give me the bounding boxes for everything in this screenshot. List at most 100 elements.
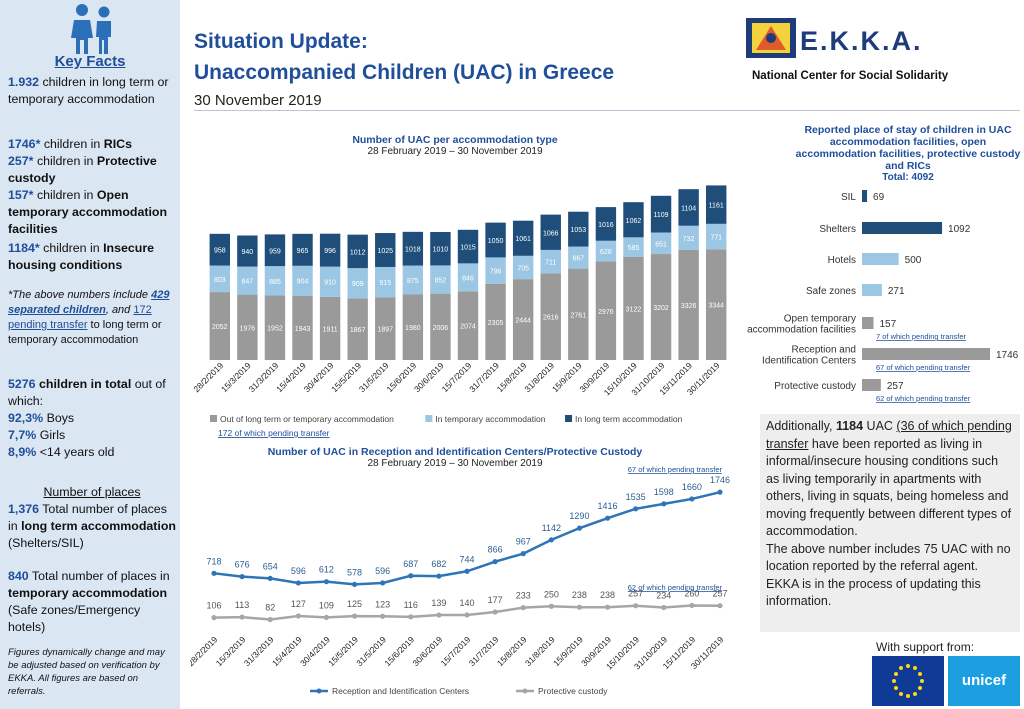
legend-label: In temporary accommodation xyxy=(435,414,545,424)
bar-temporary xyxy=(292,265,313,296)
point-value-label: 967 xyxy=(516,537,531,547)
point-value-label: 718 xyxy=(206,556,221,566)
bar-value-label: 1161 xyxy=(709,203,724,210)
point-value-label: 233 xyxy=(516,591,531,601)
line-point xyxy=(520,605,526,611)
bar-value-label: 705 xyxy=(517,265,529,272)
bar-value-label: 1012 xyxy=(350,249,366,256)
chart2-title: Reported place of stay of children in UA… xyxy=(795,124,1021,172)
point-value-label: 238 xyxy=(600,590,615,600)
bar-value-label: 1746 xyxy=(996,350,1019,361)
bar-temporary xyxy=(209,265,230,293)
point-value-label: 866 xyxy=(488,545,503,555)
line-point xyxy=(576,525,583,531)
bar-value-label: 915 xyxy=(379,280,391,287)
bar-long-term xyxy=(375,233,396,267)
bar-temporary xyxy=(595,240,617,262)
bar-value-label: 846 xyxy=(462,275,474,282)
bar-protective-custody xyxy=(862,379,881,391)
bar-value-label: 628 xyxy=(600,249,612,256)
bar-value-label: 1015 xyxy=(460,245,476,252)
line-point xyxy=(604,604,611,610)
fact-rics: 1746* children in RICs xyxy=(8,137,132,151)
point-value-label: 260 xyxy=(684,588,699,598)
bar-long-term xyxy=(595,207,617,241)
line-point xyxy=(239,614,245,620)
legend-swatch xyxy=(565,415,573,422)
bar-out-of-accommodation xyxy=(457,291,479,360)
legend-swatch xyxy=(425,415,433,422)
bar-temporary xyxy=(430,265,451,294)
bar-value-label: 1053 xyxy=(571,227,587,234)
bar-value-label: 1943 xyxy=(295,326,311,333)
point-value-label: 140 xyxy=(459,598,474,608)
bar-temporary xyxy=(264,266,286,296)
bar-value-label: 3326 xyxy=(681,303,697,310)
line-point xyxy=(267,616,273,623)
bar-value-label: 2444 xyxy=(515,318,531,325)
bar-temporary xyxy=(319,266,341,297)
bar-value-label: 909 xyxy=(352,281,364,288)
bar-value-label: 1062 xyxy=(626,218,642,225)
bar-value-label: 1976 xyxy=(240,325,256,332)
bar-long-term xyxy=(292,233,313,266)
line-point xyxy=(548,603,554,609)
point-value-label: 1142 xyxy=(542,523,561,533)
bar-long-term xyxy=(264,234,286,267)
bar-long-term xyxy=(485,222,506,258)
point-value-label: 250 xyxy=(544,589,559,599)
legend-label: Reception and Identification Centers xyxy=(332,686,469,696)
bar-long-term xyxy=(650,195,672,233)
bar-value-label: 875 xyxy=(407,278,419,285)
bar-value-label: 711 xyxy=(545,260,556,267)
bar-value-label: 3122 xyxy=(626,306,642,313)
point-value-label: 1290 xyxy=(569,511,589,521)
line-point xyxy=(436,612,442,618)
page-title-line2: Unaccompanied Children (UAC) in Greece xyxy=(194,61,615,84)
bar-long-term xyxy=(678,189,699,226)
point-value-label: 578 xyxy=(347,567,362,577)
report-date: 30 November 2019 xyxy=(194,92,322,109)
line-point xyxy=(436,573,442,579)
pending-transfer-annotation: 67 of which pending transfer xyxy=(876,363,971,372)
legend-label: Protective custody xyxy=(538,686,608,696)
bar-value-label: 2616 xyxy=(543,315,559,322)
bar-value-label: 796 xyxy=(490,269,502,276)
point-value-label: 612 xyxy=(319,565,334,575)
bar-out-of-accommodation xyxy=(430,293,451,360)
bar-value-label: 1018 xyxy=(405,247,421,254)
line-point xyxy=(604,515,611,521)
line-point xyxy=(576,604,583,610)
bar-value-label: 996 xyxy=(324,248,336,255)
line-point xyxy=(351,581,358,587)
line-point xyxy=(267,575,273,581)
chart1-title: Number of UAC per accommodation type xyxy=(352,134,558,146)
point-value-label: 139 xyxy=(431,598,446,608)
bar-temporary xyxy=(347,268,368,299)
fact-total-children: 5276 children in total out of which: 92,… xyxy=(8,377,166,459)
point-value-label: 123 xyxy=(375,599,390,609)
legend-label: Out of long term or temporary accommodat… xyxy=(220,414,394,424)
bar-value-label: 1109 xyxy=(654,212,669,219)
bar-value-label: 1911 xyxy=(323,326,338,333)
bar-long-term xyxy=(319,233,341,267)
bar-value-label: 771 xyxy=(710,235,722,242)
bar-temporary xyxy=(678,225,699,250)
bar-value-label: 585 xyxy=(628,245,640,252)
category-label: Hotels xyxy=(828,255,856,266)
eu-flag-icon xyxy=(872,656,944,706)
bar-value-label: 1867 xyxy=(350,327,366,334)
line-point xyxy=(661,604,667,611)
point-value-label: 238 xyxy=(572,590,587,600)
bar-value-label: 157 xyxy=(880,319,897,330)
bar-long-term xyxy=(347,234,368,269)
line-point xyxy=(689,602,695,609)
point-value-label: 177 xyxy=(488,595,503,605)
line-point xyxy=(351,613,358,619)
line-point xyxy=(295,580,301,586)
chart1-subtitle: 28 February 2019 – 30 November 2019 xyxy=(367,146,543,157)
point-value-label: 106 xyxy=(206,601,221,611)
bar-temporary xyxy=(457,263,479,292)
category-label: Open temporary xyxy=(784,314,856,325)
bar-value-label: 958 xyxy=(214,248,226,255)
